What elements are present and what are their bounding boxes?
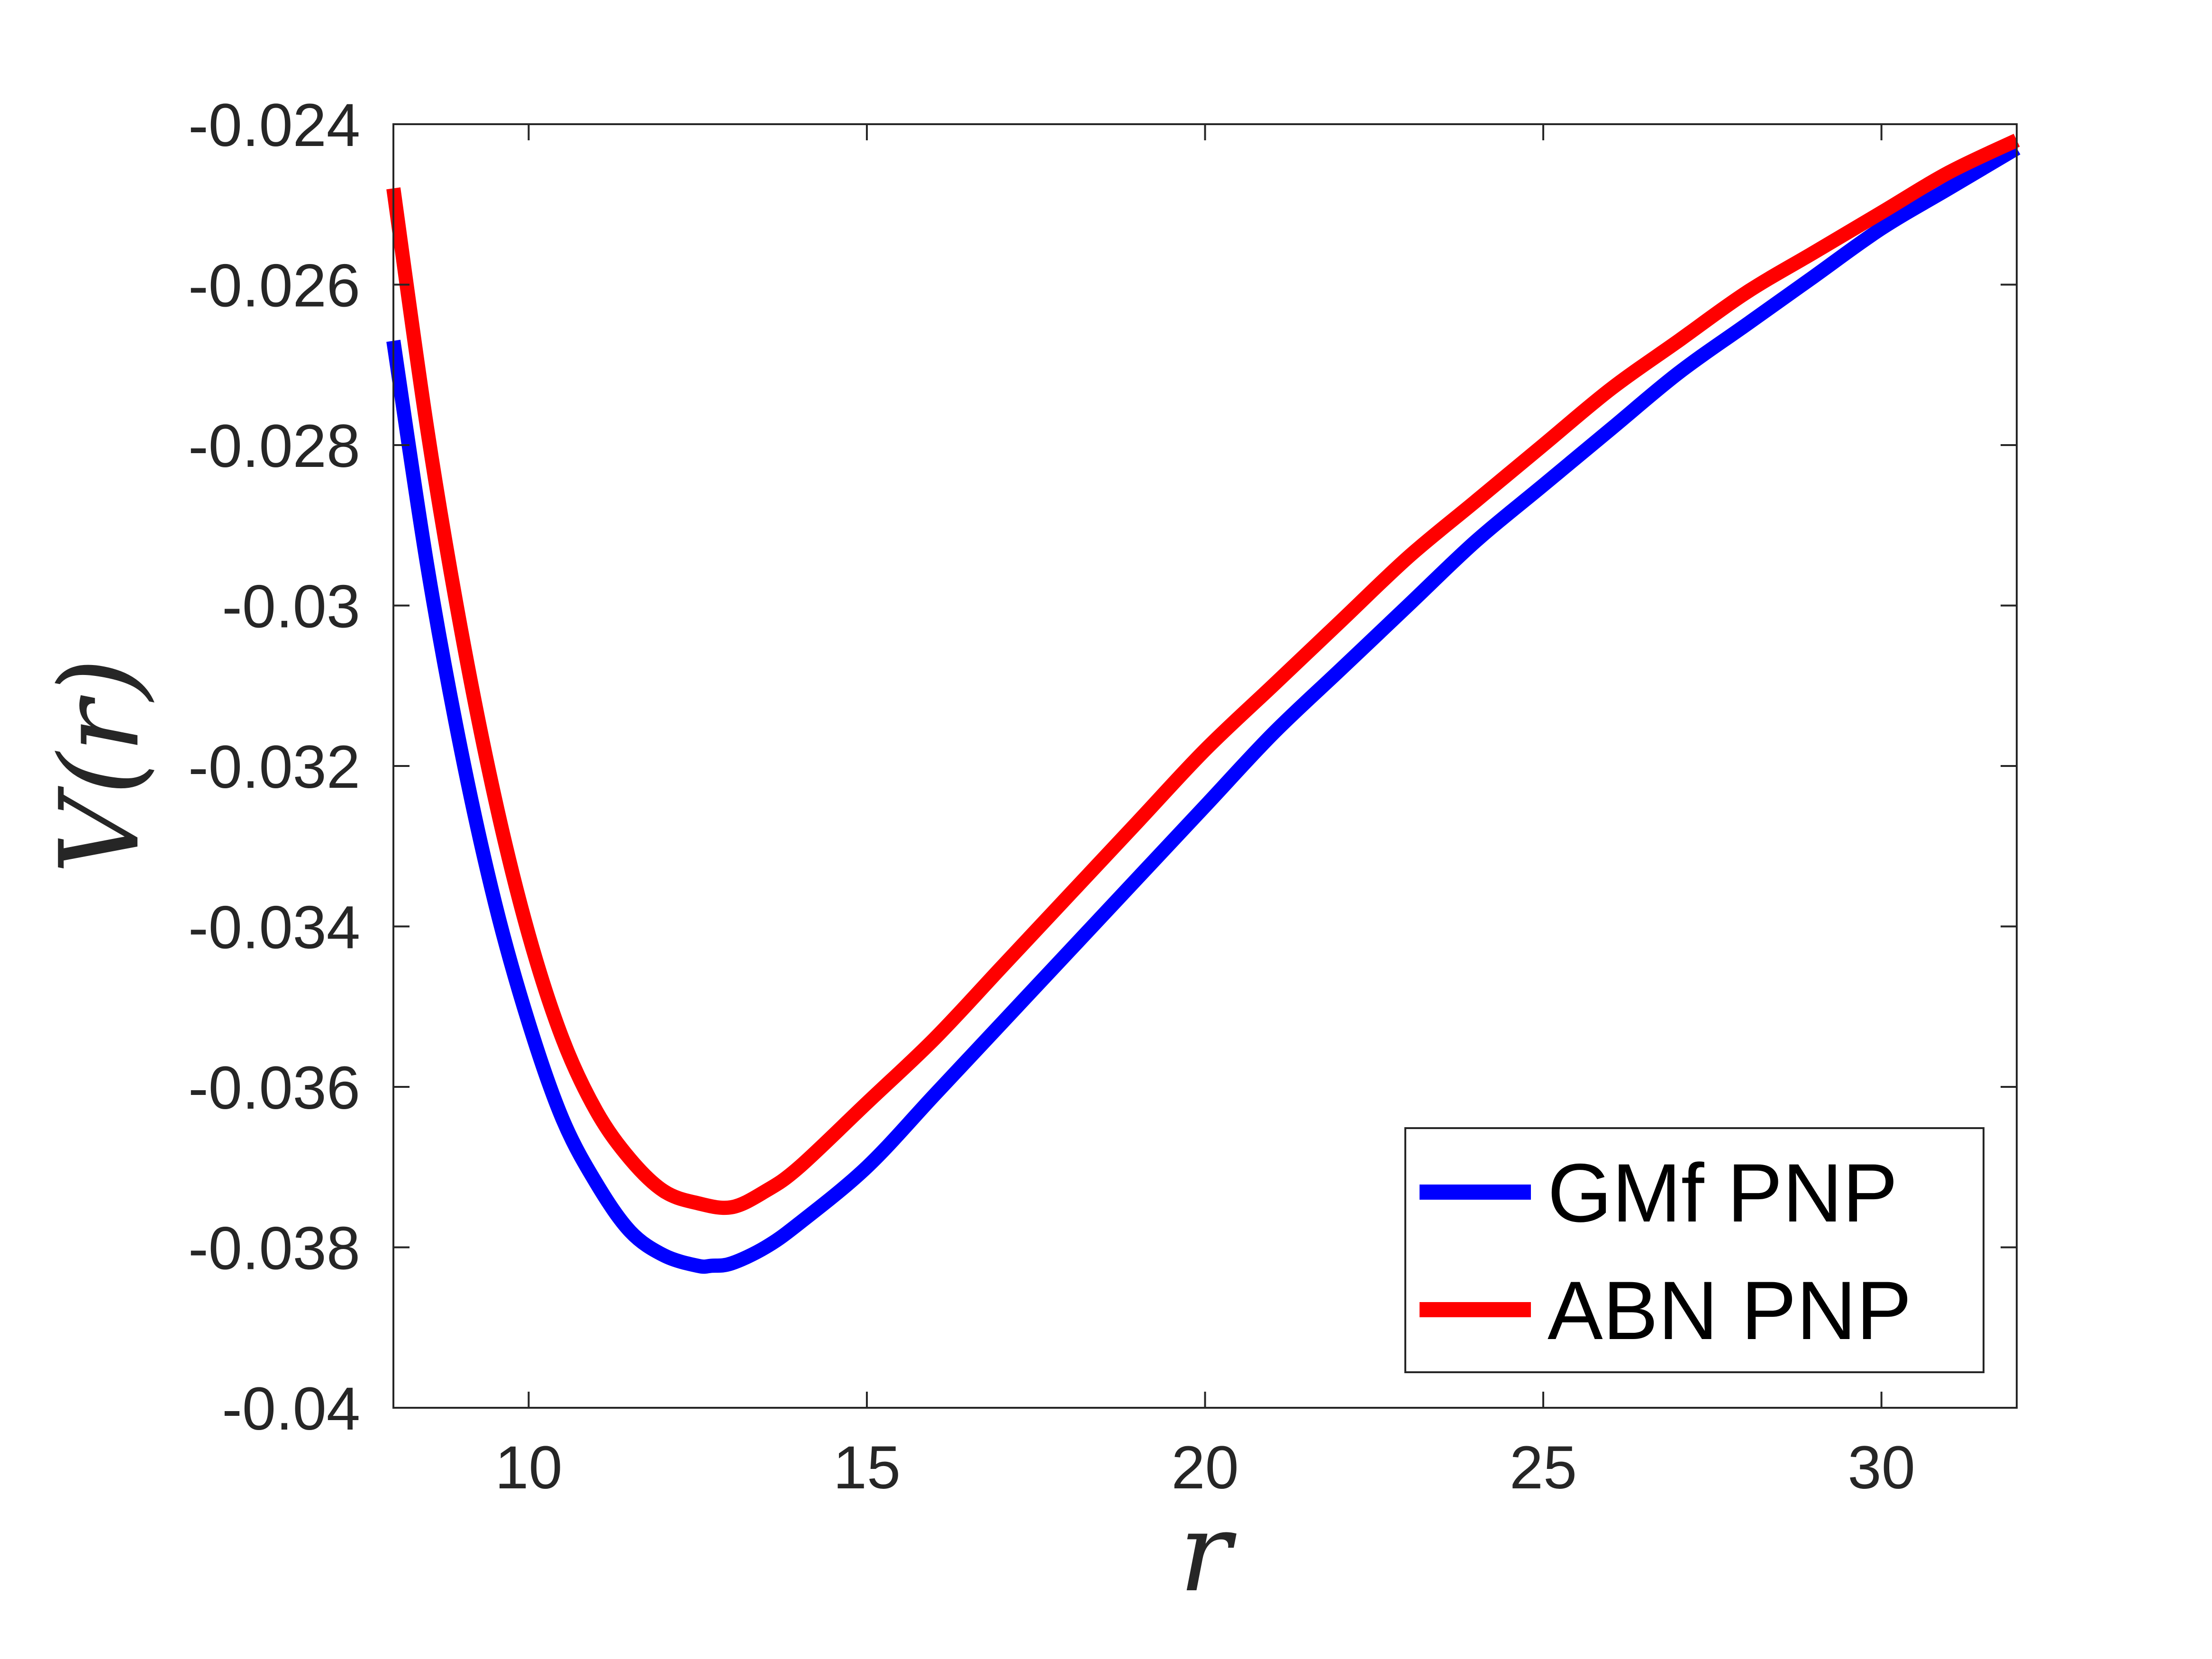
series-line-abn-pnp (386, 134, 2020, 1215)
legend-label-abn-pnp: ABN PNP (1547, 1265, 1912, 1357)
y-tick-label: -0.026 (188, 252, 360, 320)
y-tick-label: -0.034 (188, 894, 360, 962)
y-axis-label: V(r) (37, 658, 164, 874)
y-tick-label: -0.04 (222, 1375, 360, 1443)
y-tick-label: -0.032 (188, 733, 360, 801)
tick-labels: 10 15 20 25 30 -0.04 -0.038 -0.036 -0.034 -0.032 -… (188, 91, 1915, 1502)
x-axis-label: r (1179, 1490, 1237, 1616)
legend: GMf PNP ABN PNP (1404, 1127, 1984, 1373)
y-tick-label: -0.038 (188, 1215, 360, 1283)
y-tick-label: -0.024 (188, 91, 360, 159)
y-tick-label: -0.028 (188, 412, 360, 480)
x-tick-label: 20 (1171, 1434, 1238, 1502)
legend-box (1404, 1127, 1984, 1373)
y-tick-label: -0.036 (188, 1054, 360, 1122)
x-tick-label: 25 (1510, 1434, 1577, 1502)
axis-ticks (393, 123, 2017, 1409)
x-tick-label: 15 (833, 1434, 901, 1502)
legend-label-gmf-pnp: GMf PNP (1547, 1147, 1898, 1240)
series-line-gmf-pnp (386, 142, 2021, 1274)
x-tick-label: 10 (495, 1434, 562, 1502)
y-tick-label: -0.03 (222, 573, 360, 641)
series-lines (386, 134, 2021, 1274)
x-tick-label: 30 (1848, 1434, 1915, 1502)
